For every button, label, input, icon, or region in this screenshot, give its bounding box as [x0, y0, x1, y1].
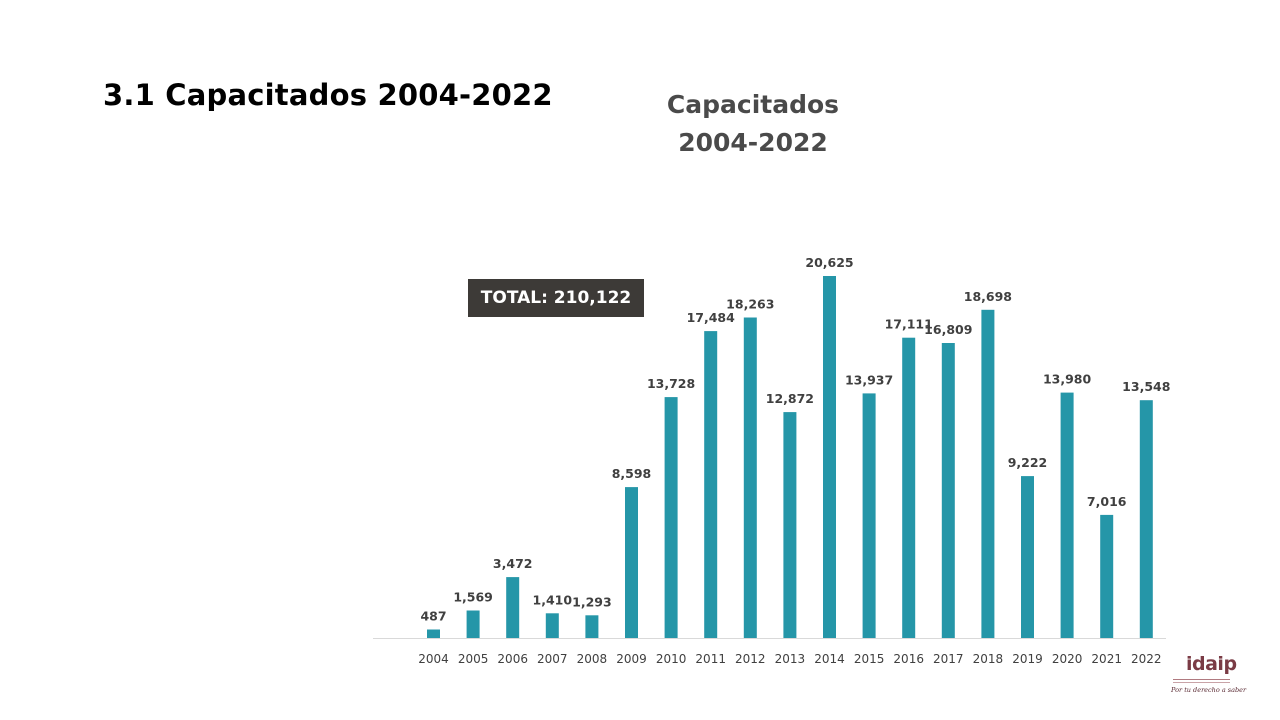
- x-tick-2011: 2011: [695, 652, 726, 666]
- bar-2010: [664, 397, 678, 638]
- bar-2012: [743, 317, 757, 638]
- value-label-2012: 18,263: [726, 297, 774, 312]
- value-label-2020: 13,980: [1043, 372, 1092, 387]
- x-tick-2018: 2018: [973, 652, 1004, 666]
- value-label-2006: 3,472: [493, 556, 533, 571]
- x-tick-2014: 2014: [814, 652, 845, 666]
- bar-2008: [585, 615, 599, 638]
- logo-tagline: Por tu derecho a saber: [1171, 686, 1247, 694]
- bar-2016: [902, 337, 916, 638]
- logo-divider-2: [1173, 682, 1230, 683]
- x-tick-2017: 2017: [933, 652, 964, 666]
- value-label-2013: 12,872: [766, 391, 814, 406]
- x-tick-2010: 2010: [656, 652, 687, 666]
- x-tick-2015: 2015: [854, 652, 885, 666]
- bar-2021: [1100, 514, 1114, 638]
- bar-2007: [545, 613, 559, 638]
- x-tick-2008: 2008: [577, 652, 608, 666]
- value-label-2005: 1,569: [453, 590, 493, 605]
- bar-2017: [941, 343, 955, 638]
- bar-2022: [1139, 400, 1153, 638]
- value-label-2019: 9,222: [1008, 455, 1048, 470]
- value-label-2011: 17,484: [687, 310, 736, 325]
- value-label-2008: 1,293: [572, 594, 612, 609]
- value-label-2010: 13,728: [647, 376, 695, 391]
- logo-divider: [1173, 679, 1230, 680]
- slide-title: 3.1 Capacitados 2004-2022: [103, 78, 553, 112]
- bar-2009: [625, 487, 638, 638]
- value-label-2017: 16,809: [924, 322, 972, 337]
- bar-2006: [506, 577, 520, 638]
- value-label-2016: 17,111: [885, 317, 933, 332]
- x-tick-2020: 2020: [1052, 652, 1083, 666]
- x-tick-2005: 2005: [458, 652, 489, 666]
- bars-group: [427, 276, 1153, 638]
- bar-2011: [704, 331, 718, 638]
- total-badge: TOTAL: 210,122: [468, 279, 644, 317]
- value-label-2022: 13,548: [1122, 379, 1170, 394]
- x-tick-2022: 2022: [1131, 652, 1162, 666]
- bar-2013: [783, 412, 797, 638]
- x-tick-2019: 2019: [1012, 652, 1043, 666]
- x-tick-2012: 2012: [735, 652, 766, 666]
- bar-2015: [862, 393, 876, 638]
- x-tick-2007: 2007: [537, 652, 568, 666]
- bar-2004: [427, 629, 440, 638]
- idaip-logo: idaip Por tu derecho a saber: [1170, 645, 1246, 703]
- logo-wordmark: idaip: [1186, 653, 1237, 675]
- value-label-2009: 8,598: [612, 466, 652, 481]
- bar-2005: [466, 610, 480, 638]
- value-label-2004: 487: [420, 609, 446, 624]
- x-tick-2016: 2016: [893, 652, 924, 666]
- value-labels-group: 487 1,569 3,472 1,410 1,293 8,598 13,728 17,484…: [420, 255, 1170, 624]
- x-tick-2004: 2004: [418, 652, 449, 666]
- x-tick-2006: 2006: [497, 652, 528, 666]
- value-label-2007: 1,410: [533, 592, 573, 607]
- chart-title: Capacitados 2004-2022: [603, 86, 903, 162]
- bar-2019: [1021, 476, 1034, 638]
- value-label-2014: 20,625: [805, 255, 853, 270]
- bar-2018: [981, 309, 995, 638]
- value-label-2018: 18,698: [964, 289, 1012, 304]
- x-tick-2021: 2021: [1091, 652, 1122, 666]
- x-tick-2009: 2009: [616, 652, 647, 666]
- x-tick-2013: 2013: [775, 652, 806, 666]
- chart-title-line-1: Capacitados: [666, 90, 840, 119]
- chart-title-line-2: 2004-2022: [678, 128, 828, 157]
- value-label-2015: 13,937: [845, 372, 893, 387]
- bar-2020: [1060, 392, 1074, 638]
- value-label-2021: 7,016: [1087, 494, 1127, 509]
- bar-2014: [823, 276, 836, 638]
- x-tick-labels-group: 2004 2005 2006 2007 2008 2009 2010 2011 2012 2013…: [418, 652, 1161, 666]
